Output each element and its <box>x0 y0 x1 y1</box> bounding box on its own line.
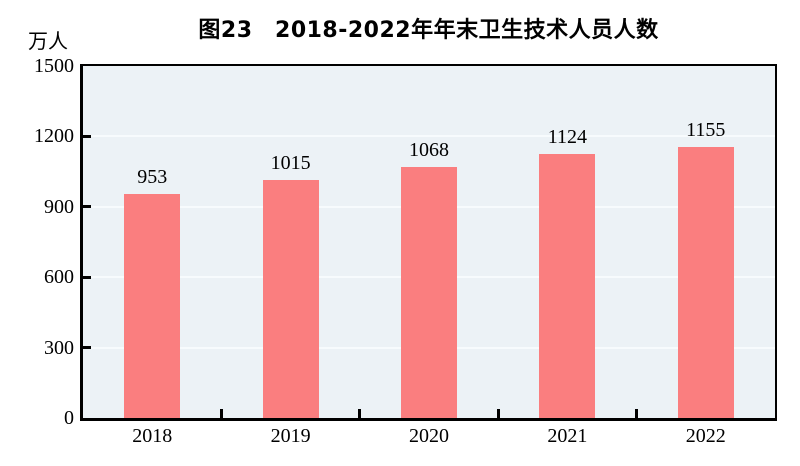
x-axis-tick <box>219 409 223 418</box>
chart-title: 图23 2018-2022年年末卫生技术人员人数 <box>198 18 659 43</box>
gridline <box>83 135 775 138</box>
y-axis-tick <box>83 346 91 350</box>
bar-2018 <box>124 194 181 418</box>
bar-2020 <box>401 167 457 418</box>
x-axis-label: 2022 <box>685 425 726 447</box>
x-axis-label: 2019 <box>270 425 311 447</box>
bar-2019 <box>262 179 319 418</box>
x-axis-tick <box>496 409 500 418</box>
bar-value-label: 1155 <box>686 118 726 141</box>
bar-value-label: 1124 <box>547 126 588 149</box>
bar-value-label: 953 <box>137 166 168 189</box>
y-axis-tick-labels: 0 300 600 900 1200 1500 <box>0 0 74 466</box>
x-axis-tick <box>635 409 639 418</box>
bar-value-label: 1015 <box>270 151 311 174</box>
x-axis-label: 2018 <box>132 425 173 447</box>
y-axis-label: 300 <box>44 336 74 359</box>
bar-2022 <box>677 146 734 418</box>
y-axis-label: 900 <box>44 195 74 218</box>
y-axis-label: 600 <box>44 266 74 289</box>
plot-area: 953 1015 1068 1124 1155 <box>80 64 777 421</box>
y-axis-unit-label: 万人 <box>28 29 68 53</box>
x-axis-label: 2020 <box>408 425 449 447</box>
y-axis-tick <box>83 275 91 279</box>
x-axis-tick <box>358 409 362 418</box>
plot-inner-area: 953 1015 1068 1124 1155 <box>83 66 775 418</box>
x-axis-label: 2021 <box>547 425 588 447</box>
bar-2021 <box>539 154 596 418</box>
y-axis-label: 0 <box>64 407 74 429</box>
y-axis-tick <box>83 134 91 138</box>
x-axis-tick-labels: 2018 2019 2020 2021 2022 <box>83 425 775 451</box>
y-axis-tick <box>83 205 91 209</box>
bar-value-label: 1068 <box>409 139 449 162</box>
y-axis-label: 1500 <box>34 55 74 77</box>
y-axis-label: 1200 <box>34 125 74 148</box>
